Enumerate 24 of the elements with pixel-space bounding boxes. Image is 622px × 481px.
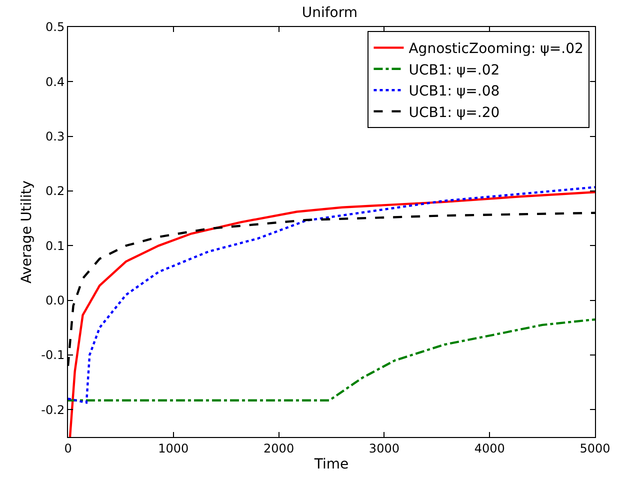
line-series: [68, 318, 595, 402]
x-tick-label: 3000: [368, 441, 400, 456]
legend-label: UCB1: ψ=.20: [408, 104, 500, 121]
chart-title: Uniform: [302, 5, 358, 22]
y-tick-label: -0.1: [41, 348, 65, 362]
y-tick-label: 0.2: [46, 184, 65, 198]
y-tick-label: 0.0: [46, 294, 65, 308]
y-tick-label: 0.4: [46, 74, 65, 89]
x-tick-label: 0: [64, 441, 72, 456]
x-tick-label: 4000: [474, 441, 505, 456]
legend-label: UCB1: ψ=.08: [408, 84, 500, 100]
y-tick-label: 0.3: [46, 130, 65, 144]
line-series: [68, 186, 595, 404]
y-axis-title: Average Utility: [18, 180, 35, 284]
x-axis-title: Time: [313, 456, 349, 473]
y-tick-label: 0.1: [46, 238, 65, 253]
x-tick-label: 1000: [158, 441, 189, 456]
x-tick-label: 2000: [264, 441, 294, 456]
y-tick-label: 0.5: [46, 20, 65, 34]
legend-label: UCB1: ψ=.02: [408, 62, 500, 78]
legend-label: AgnosticZooming: ψ=.02: [408, 41, 584, 58]
x-tick-label: 5000: [580, 441, 610, 456]
y-tick-label: -0.2: [41, 402, 65, 417]
line-series: [68, 190, 595, 437]
